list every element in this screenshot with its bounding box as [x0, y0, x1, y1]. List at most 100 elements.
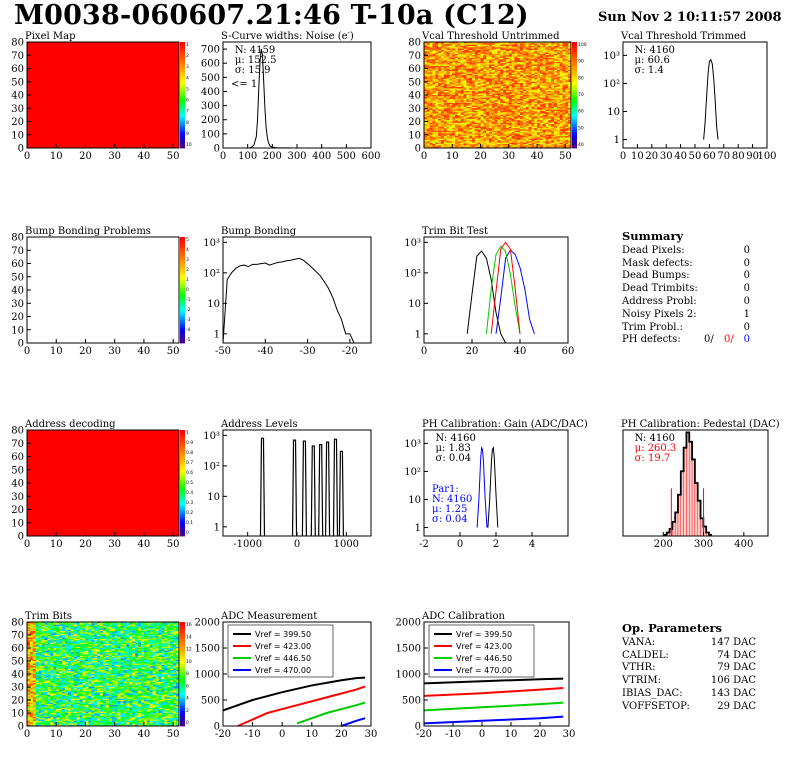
colorbar-cell [180, 79, 185, 83]
heatmap-cell [500, 106, 504, 109]
heatmap-cell [568, 124, 572, 126]
heatmap-cell [463, 51, 467, 53]
heatmap-cell [568, 69, 572, 72]
heatmap-cell [539, 85, 544, 88]
heatmap-cell [443, 49, 448, 52]
heatmap-cell [32, 680, 37, 683]
page-title: M0038-060607.21:46 T-10a (C12) [14, 0, 529, 31]
heatmap-cell [435, 85, 439, 88]
heatmap-cell [477, 91, 481, 93]
heatmap-cell [503, 113, 507, 116]
heatmap-cell [534, 71, 538, 73]
heatmap-cell [438, 133, 442, 136]
heatmap-cell [491, 73, 496, 76]
heatmap-cell [554, 97, 558, 100]
heatmap-cell [460, 55, 464, 57]
heatmap-cell [491, 72, 496, 75]
heatmap-cell [514, 140, 518, 142]
colorbar-cell [180, 435, 185, 439]
heatmap-cell [511, 73, 515, 76]
heatmap-cell [440, 44, 445, 47]
heatmap-cell [452, 140, 456, 142]
heatmap-cell [525, 145, 529, 148]
heatmap-cell [539, 73, 544, 76]
heatmap-cell [435, 47, 439, 50]
heatmap-cell [525, 116, 529, 118]
heatmap-cell [477, 117, 481, 120]
x-tick-label: 10 [50, 539, 63, 550]
heatmap-cell [500, 84, 504, 87]
heatmap-cell [426, 112, 431, 114]
heatmap-cell [489, 56, 493, 59]
heatmap-cell [503, 104, 507, 106]
heatmap-cell [449, 98, 453, 101]
heatmap-cell [494, 122, 498, 125]
heatmap-cell [440, 75, 445, 77]
heatmap-cell [480, 109, 484, 112]
heatmap-cell [565, 57, 569, 60]
heatmap-cell [534, 57, 538, 60]
heatmap-cell [525, 129, 529, 132]
heatmap-cell [472, 47, 476, 50]
heatmap-cell [460, 93, 464, 96]
heatmap-cell [531, 65, 535, 68]
heatmap-cell [562, 91, 566, 93]
heatmap-cell [525, 65, 529, 68]
heatmap-cell [511, 93, 515, 96]
heatmap-cell [452, 133, 456, 136]
heatmap-cell [559, 64, 563, 67]
heatmap-cell [531, 124, 535, 126]
heatmap-cell [491, 59, 496, 61]
heatmap-cell [457, 79, 462, 81]
heatmap-cell [474, 129, 479, 132]
heatmap-cell [542, 76, 546, 79]
heatmap-cell [508, 84, 513, 87]
heatmap-cell [27, 622, 31, 624]
heatmap-cell [438, 110, 442, 113]
heatmap-cell [517, 83, 521, 85]
heatmap-cell [562, 72, 566, 75]
heatmap-cell [446, 98, 450, 101]
heatmap-cell [443, 106, 448, 109]
heatmap-cell [537, 79, 541, 81]
heatmap-cell [27, 677, 31, 680]
heatmap-cell [455, 47, 459, 50]
heatmap-cell [32, 625, 37, 628]
heatmap-cell [477, 55, 481, 57]
heatmap-cell [522, 137, 527, 140]
heatmap-cell [508, 47, 513, 50]
heatmap-cell [511, 92, 515, 95]
heatmap-cell [480, 47, 484, 50]
plot-frame [222, 236, 372, 344]
heatmap-cell [505, 84, 510, 87]
heatmap-cell [469, 52, 473, 55]
heatmap-cell [460, 92, 464, 95]
heatmap-cell [494, 83, 498, 85]
heatmap-cell [511, 52, 515, 55]
heatmap-cell [480, 56, 484, 59]
heatmap-cell [435, 125, 439, 128]
heatmap-cell [565, 112, 569, 114]
heatmap-cell [520, 43, 524, 46]
colorbar-cell [180, 247, 185, 251]
heatmap-cell [435, 126, 439, 129]
heatmap-cell [32, 703, 37, 706]
heatmap-cell [477, 75, 481, 77]
heatmap-cell [511, 121, 515, 124]
heatmap-cell [562, 108, 566, 110]
heatmap-cell [565, 64, 569, 67]
heatmap-cell [477, 97, 481, 100]
heatmap-cell [446, 110, 450, 113]
heatmap-cell [511, 133, 515, 136]
heatmap-cell [517, 60, 521, 63]
heatmap-cell [474, 48, 479, 51]
heatmap-cell [469, 112, 473, 114]
heatmap-cell [559, 76, 563, 79]
heatmap-cell [489, 77, 493, 80]
heatmap-cell [494, 97, 498, 100]
colorbar-cell [180, 517, 185, 521]
heatmap-cell [438, 129, 442, 132]
heatmap-cell [542, 137, 546, 140]
heatmap-cell [472, 117, 476, 120]
heatmap-cell [477, 85, 481, 88]
